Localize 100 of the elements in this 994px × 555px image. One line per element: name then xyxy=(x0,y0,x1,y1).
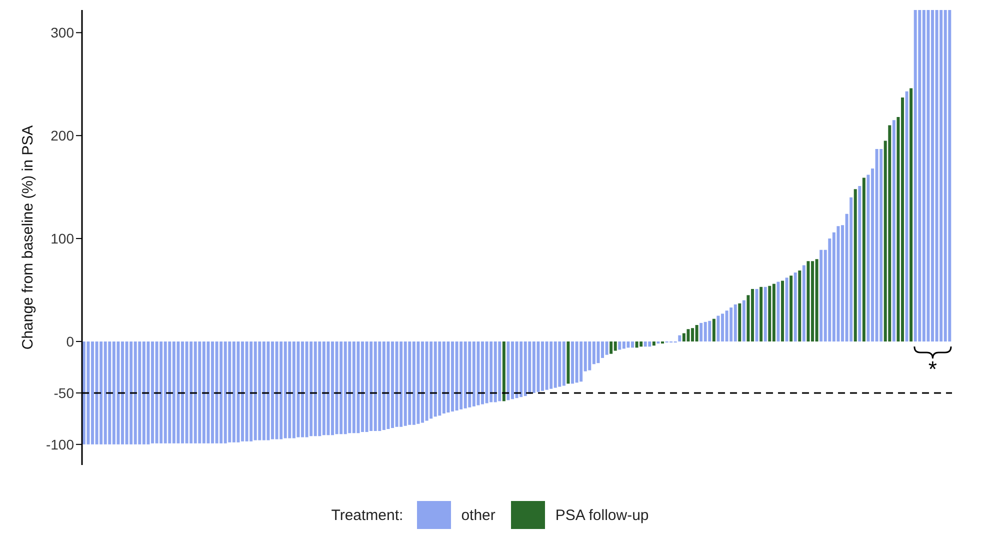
bar xyxy=(168,341,172,444)
bar xyxy=(580,341,583,382)
bar xyxy=(314,341,317,436)
bar xyxy=(434,341,437,417)
bar xyxy=(695,325,698,342)
bar xyxy=(344,341,347,434)
bar xyxy=(190,341,193,444)
bar xyxy=(425,341,428,421)
bar xyxy=(404,341,407,426)
bar xyxy=(815,259,818,342)
bar xyxy=(926,10,930,342)
bar xyxy=(772,284,776,342)
bar xyxy=(318,341,322,436)
bar xyxy=(220,341,223,444)
bar xyxy=(382,341,386,430)
bar xyxy=(678,335,682,342)
bar xyxy=(618,341,622,350)
bar xyxy=(614,341,617,351)
bar xyxy=(490,341,493,402)
bar xyxy=(232,341,236,442)
bar xyxy=(820,250,823,342)
bar xyxy=(515,341,518,398)
bar xyxy=(340,341,343,434)
bar xyxy=(806,261,810,342)
bar xyxy=(138,341,142,444)
bar xyxy=(476,341,480,406)
bar xyxy=(125,341,128,444)
bar xyxy=(305,341,308,438)
bar xyxy=(626,341,630,348)
bar xyxy=(464,341,467,408)
bar xyxy=(644,341,647,347)
bar xyxy=(395,341,398,427)
bar xyxy=(914,10,917,342)
bar xyxy=(176,341,180,444)
bar xyxy=(206,341,210,444)
bar xyxy=(374,341,377,432)
bar xyxy=(532,341,536,393)
bar xyxy=(656,341,660,344)
bar xyxy=(610,341,613,354)
bar xyxy=(292,341,296,438)
bar xyxy=(352,341,356,434)
bar xyxy=(640,341,643,347)
bar xyxy=(262,341,266,440)
bar xyxy=(194,341,197,444)
bar xyxy=(790,276,793,342)
bar xyxy=(648,341,652,347)
bar xyxy=(275,341,278,440)
bar xyxy=(108,341,112,444)
bar xyxy=(460,341,463,410)
bar xyxy=(326,341,330,436)
y-tick-label: -50 xyxy=(54,384,74,401)
bar xyxy=(254,341,257,440)
bar xyxy=(802,265,806,342)
bar xyxy=(635,341,638,348)
legend-title: Treatment: xyxy=(331,506,404,524)
bar xyxy=(850,197,853,342)
bar xyxy=(536,341,540,392)
annotation: * xyxy=(928,356,938,382)
bar xyxy=(310,341,313,436)
bar xyxy=(700,322,703,342)
bar xyxy=(146,341,150,444)
bar xyxy=(472,341,476,406)
bar xyxy=(716,316,720,342)
bar xyxy=(875,148,878,342)
bar xyxy=(524,341,527,396)
bar xyxy=(356,341,360,434)
bar xyxy=(322,341,326,436)
bar xyxy=(575,341,578,383)
bar xyxy=(215,341,218,444)
bar xyxy=(712,318,716,342)
bar xyxy=(730,308,733,342)
bar xyxy=(386,341,390,429)
bar xyxy=(858,186,862,342)
bar xyxy=(708,320,712,342)
bar xyxy=(888,125,892,342)
bar xyxy=(430,341,433,419)
bar xyxy=(862,178,866,342)
y-tick-label: -100 xyxy=(46,436,74,452)
bar xyxy=(408,341,412,425)
legend-label: PSA follow-up xyxy=(555,506,649,524)
bar xyxy=(940,10,943,342)
bar xyxy=(686,329,690,342)
bar xyxy=(892,120,896,342)
bar xyxy=(134,341,137,444)
bar xyxy=(545,341,548,390)
bar xyxy=(485,341,488,404)
bar xyxy=(922,10,926,342)
bar xyxy=(100,341,103,444)
bar xyxy=(438,341,442,416)
bar xyxy=(224,341,227,444)
bar xyxy=(948,10,952,342)
bar xyxy=(554,341,557,388)
bar xyxy=(365,341,368,432)
bar xyxy=(622,341,626,349)
bar xyxy=(918,10,922,342)
bar xyxy=(661,341,664,344)
bar xyxy=(768,286,772,342)
y-axis-title: Change from baseline (%) in PSA xyxy=(19,125,36,350)
bar xyxy=(112,341,116,444)
bar xyxy=(520,341,523,398)
